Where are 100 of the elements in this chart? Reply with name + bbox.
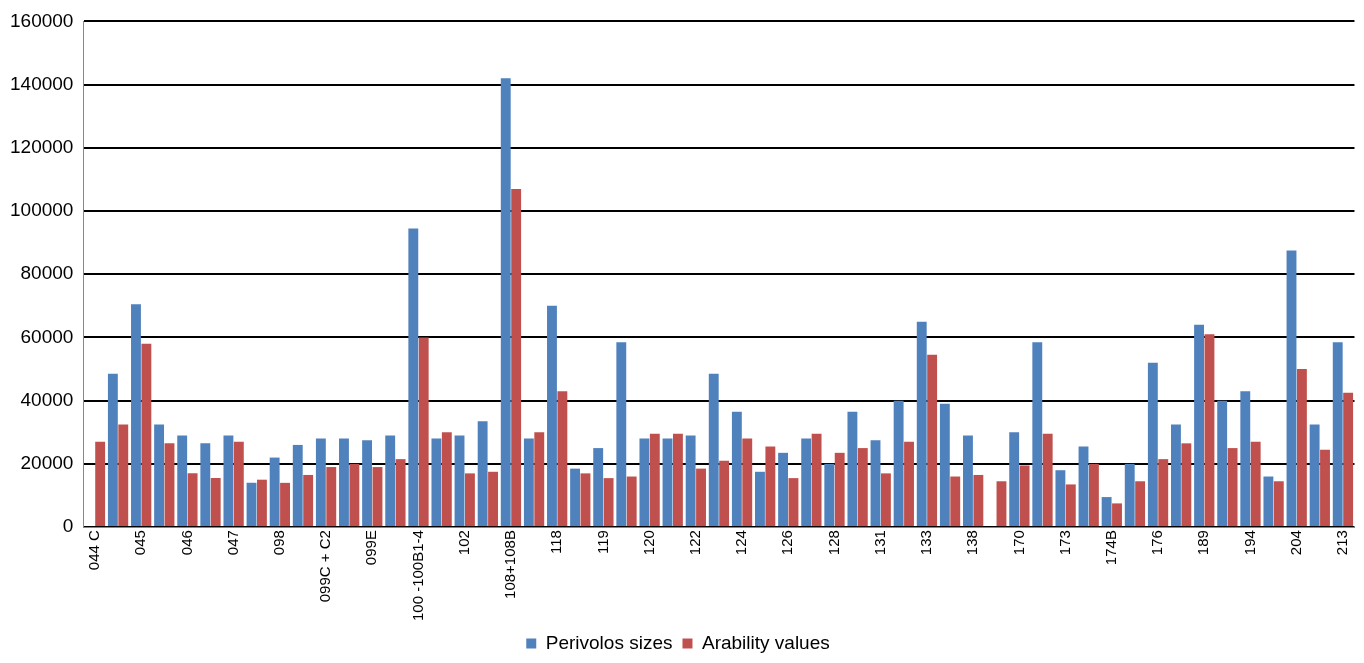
bar — [315, 438, 326, 527]
bar — [1181, 443, 1192, 527]
bar — [847, 411, 858, 527]
x-tick-label: 099E — [362, 530, 380, 566]
bar — [1263, 476, 1274, 527]
bar — [256, 479, 267, 527]
x-tick-label: 131 — [870, 530, 888, 556]
bar — [1171, 424, 1181, 527]
bar — [1332, 342, 1343, 527]
bar — [996, 481, 1007, 527]
bar — [488, 471, 498, 527]
bar — [1273, 481, 1284, 527]
bar — [834, 452, 845, 527]
x-tick-label: 102 — [454, 530, 472, 556]
bar — [788, 478, 799, 527]
bar — [118, 424, 129, 527]
bar — [1217, 400, 1228, 527]
bar — [303, 474, 314, 527]
bar — [626, 476, 637, 527]
bar — [418, 337, 429, 527]
bar — [1078, 446, 1089, 527]
bar — [672, 433, 683, 527]
x-tick-label: 213 — [1333, 530, 1351, 556]
y-tick-label: 40000 — [20, 388, 74, 410]
bar — [1250, 441, 1261, 527]
x-tick-label: 047 — [223, 530, 241, 556]
y-tick-label: 100000 — [10, 199, 74, 221]
x-tick-label: 173 — [1055, 530, 1073, 556]
x-tick-label: 170 — [1009, 530, 1027, 556]
bar — [177, 435, 188, 527]
bar — [246, 482, 257, 527]
bar — [269, 457, 280, 527]
bar — [1227, 448, 1238, 527]
bar — [731, 411, 742, 527]
bar — [570, 468, 581, 527]
bar — [395, 459, 406, 527]
bar — [1158, 459, 1169, 527]
x-tick-label: 044 C — [85, 529, 103, 571]
bar — [280, 482, 290, 527]
bar — [511, 188, 522, 527]
bar — [662, 438, 673, 527]
bar — [824, 463, 835, 527]
bar — [973, 474, 984, 527]
bar — [580, 473, 591, 527]
x-tick-label: 174B — [1101, 530, 1119, 566]
bar — [1296, 369, 1307, 527]
y-tick-label: 140000 — [10, 72, 74, 94]
bar — [696, 468, 706, 527]
bar — [1204, 334, 1215, 527]
bar — [326, 467, 337, 527]
bar — [1032, 342, 1043, 527]
x-tick-label: 204 — [1286, 530, 1304, 556]
bar — [164, 443, 175, 527]
bar — [708, 373, 719, 527]
bar — [200, 443, 211, 527]
bar — [210, 478, 221, 527]
bar — [292, 444, 303, 527]
bar — [1194, 324, 1204, 527]
x-tick-label: 118 — [547, 530, 565, 555]
bar — [870, 440, 881, 527]
bar — [557, 391, 568, 527]
bar — [1124, 463, 1135, 527]
bar — [593, 448, 604, 527]
bar — [765, 446, 776, 527]
bar — [1147, 362, 1158, 527]
bar — [339, 438, 349, 527]
x-tick-label: 176 — [1148, 530, 1166, 556]
bar — [742, 438, 753, 527]
bar — [616, 342, 627, 527]
bar — [1286, 250, 1297, 527]
bar — [755, 471, 765, 527]
bar — [1019, 465, 1030, 527]
x-tick-label: 099C + C2 — [316, 530, 334, 603]
legend-label: Arability values — [701, 631, 830, 653]
bar — [349, 463, 360, 527]
x-tick-label: 122 — [685, 530, 703, 556]
bar — [1088, 463, 1099, 527]
bar — [1101, 497, 1112, 527]
x-tick-label: 194 — [1240, 530, 1258, 556]
bar — [719, 460, 730, 527]
bar — [1009, 432, 1020, 527]
bar — [95, 441, 106, 527]
bar — [431, 438, 442, 527]
x-tick-label: 124 — [732, 530, 750, 556]
bar — [1320, 449, 1330, 527]
bar — [408, 228, 419, 527]
y-tick-label: 80000 — [20, 262, 74, 284]
y-tick-label: 60000 — [20, 325, 74, 347]
bar — [362, 440, 373, 527]
bar — [778, 452, 789, 527]
bar — [963, 435, 973, 527]
bar — [927, 354, 938, 527]
bar — [187, 473, 198, 527]
bar — [939, 403, 950, 527]
bar — [811, 433, 822, 527]
bar — [131, 304, 141, 527]
x-tick-label: 126 — [778, 530, 796, 556]
bar — [950, 476, 961, 527]
bar — [649, 433, 660, 527]
bar — [141, 343, 152, 527]
